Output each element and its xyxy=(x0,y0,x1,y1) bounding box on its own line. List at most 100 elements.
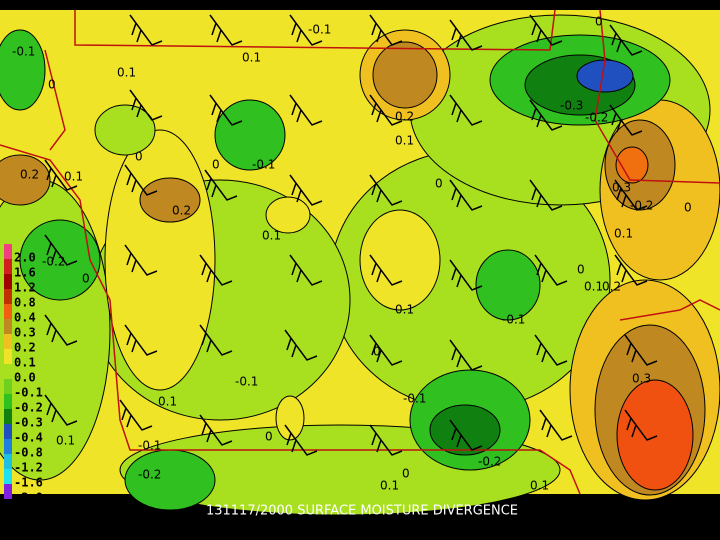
area xyxy=(0,154,51,206)
legend-label: -2.0 xyxy=(14,491,43,505)
contour-label: 0 xyxy=(48,78,56,92)
border xyxy=(0,144,540,451)
legend-label: 0.3 xyxy=(14,326,36,340)
wind-barb xyxy=(369,14,403,46)
contour-label: 0 xyxy=(435,177,443,191)
contour-label: 0.1 xyxy=(262,229,281,243)
legend-swatch xyxy=(4,319,12,334)
contour-label: -0.3 xyxy=(560,99,583,113)
wind-barb xyxy=(614,179,648,211)
wind-barb xyxy=(289,254,323,286)
legend-label: 0.8 xyxy=(14,296,36,310)
legend-label: 1.2 xyxy=(14,281,36,295)
contour-label: -0.1 xyxy=(252,158,275,172)
legend-label: -1.6 xyxy=(14,476,43,490)
wind-barb xyxy=(199,254,233,286)
wind-barb xyxy=(534,254,568,286)
area xyxy=(615,146,649,184)
legend-swatch xyxy=(4,259,12,274)
wind-barb xyxy=(624,334,658,366)
area xyxy=(275,395,305,441)
wind-barb xyxy=(449,339,483,371)
legend-swatch xyxy=(4,424,12,439)
area xyxy=(372,41,438,109)
wind-barb xyxy=(119,399,153,431)
wind-barb xyxy=(534,334,568,366)
wind-barb xyxy=(44,159,78,191)
state-borders xyxy=(0,9,720,495)
legend-swatch xyxy=(4,454,12,469)
legend-label: 1.6 xyxy=(14,266,36,280)
wind-barb xyxy=(44,314,78,346)
wind-barb xyxy=(124,164,158,196)
contour-label: -0.1 xyxy=(235,375,258,389)
wind-barb xyxy=(449,19,483,51)
wind-barb xyxy=(369,174,403,206)
legend-label: -0.2 xyxy=(14,401,43,415)
contour-label: 0.1 xyxy=(242,51,261,65)
wind-barb xyxy=(614,254,648,286)
legend-swatch xyxy=(4,409,12,424)
wind-barb xyxy=(204,169,238,201)
contour-label: 0.1 xyxy=(64,170,83,184)
contour-label: -0.1 xyxy=(138,439,161,453)
legend-label: -1.2 xyxy=(14,461,43,475)
legend-swatch xyxy=(4,469,12,484)
wind-barb xyxy=(284,424,318,456)
wind-barb xyxy=(369,424,403,456)
area xyxy=(214,99,286,171)
border xyxy=(594,9,720,184)
area xyxy=(475,249,541,321)
legend-swatch xyxy=(4,244,12,259)
wind-barb xyxy=(209,94,243,126)
wind-barb xyxy=(449,259,483,291)
field xyxy=(0,10,720,516)
contour-label: 0 xyxy=(265,430,273,444)
contour-label: 0 xyxy=(684,201,692,215)
legend-label: 0.0 xyxy=(14,371,36,385)
area xyxy=(429,404,501,456)
wind-barb xyxy=(529,14,563,46)
contour-label: 0.1 xyxy=(584,280,603,294)
legend-swatch xyxy=(4,364,12,379)
contour-label: 0.3 xyxy=(632,372,651,386)
area xyxy=(359,209,441,311)
wind-barb xyxy=(609,104,643,136)
legend: 2.01.61.20.80.40.30.20.10.0-0.1-0.2-0.3-… xyxy=(4,244,43,505)
wind-barb xyxy=(289,174,323,206)
wind-barb xyxy=(199,324,233,356)
area xyxy=(139,177,201,223)
contour-label: 0 xyxy=(595,15,603,29)
wind-barb xyxy=(529,179,563,211)
border xyxy=(619,299,720,321)
contour-label: 0 xyxy=(577,263,585,277)
wind-barb xyxy=(539,409,573,441)
legend-swatch xyxy=(4,439,12,454)
contour-label: -0.1 xyxy=(502,313,525,327)
legend-swatch xyxy=(4,394,12,409)
map-title: 131117/2000 SURFACE MOISTURE DIVERGENCE xyxy=(206,504,518,519)
wind-barb xyxy=(44,394,78,426)
legend-label: -0.3 xyxy=(14,416,43,430)
contour-label: 0.2 xyxy=(172,204,191,218)
legend-label: 0.2 xyxy=(14,341,36,355)
legend-label: -0.4 xyxy=(14,431,43,445)
area xyxy=(94,104,156,156)
legend-label: 0.1 xyxy=(14,356,36,370)
area xyxy=(19,219,101,301)
contour-label: 0.1 xyxy=(530,479,549,493)
legend-label: -0.8 xyxy=(14,446,43,460)
wind-barb xyxy=(369,94,403,126)
wind-barb xyxy=(209,14,243,46)
area xyxy=(576,59,634,93)
legend-swatch xyxy=(4,304,12,319)
wind-barb xyxy=(289,14,323,46)
area xyxy=(265,196,311,234)
contour-label: -0.1 xyxy=(308,23,331,37)
contour-label: 0.1 xyxy=(380,479,399,493)
wind-barbs xyxy=(44,14,658,456)
contour-label: -0.2 xyxy=(585,111,608,125)
area xyxy=(0,29,46,111)
area xyxy=(616,379,694,491)
